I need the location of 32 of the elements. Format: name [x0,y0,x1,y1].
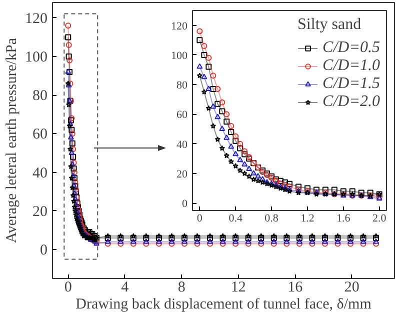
y-tick-label: 120 [25,10,48,27]
y-tick-label: 0 [40,242,48,259]
y-tick-label: 80 [176,80,188,92]
x-tick-label: 8 [178,280,186,296]
x-tick-label: 2.0 [372,212,387,224]
x-tick-label: 0.4 [228,212,243,224]
legend-label: C/D=0.5 [322,39,380,57]
legend-label: C/D=1.5 [322,75,380,93]
x-tick-label: 4 [121,280,130,296]
x-tick-label: 1.6 [336,212,351,224]
y-axis-title: Average leteral earth pressure/kPa [4,38,20,244]
x-tick-label: 0.8 [264,212,279,224]
y-tick-label: 100 [25,50,48,66]
y-tick-label: 40 [176,138,188,151]
x-tick-label: 0 [64,280,72,296]
y-tick-label: 100 [171,50,188,62]
y-tick-label: 20 [176,168,188,180]
x-tick-label: 12 [230,280,246,296]
y-tick-label: 60 [176,109,188,122]
x-tick-label: 1.2 [300,212,314,224]
y-tick-label: 40 [32,165,48,182]
y-tick-label: 60 [32,126,48,143]
legend-title: Silty sand [298,16,362,34]
x-tick-label: 20 [344,280,360,296]
y-tick-label: 120 [171,20,188,32]
y-tick-label: 80 [32,88,48,104]
legend-label: C/D=2.0 [322,93,380,111]
x-tick-label: 0 [196,212,203,224]
x-axis-title: Drawing back displacement of tunnel face, δ/mm [76,296,372,312]
x-tick-label: 16 [288,280,304,296]
y-tick-label: 0 [182,198,188,210]
legend-label: C/D=1.0 [322,57,380,75]
